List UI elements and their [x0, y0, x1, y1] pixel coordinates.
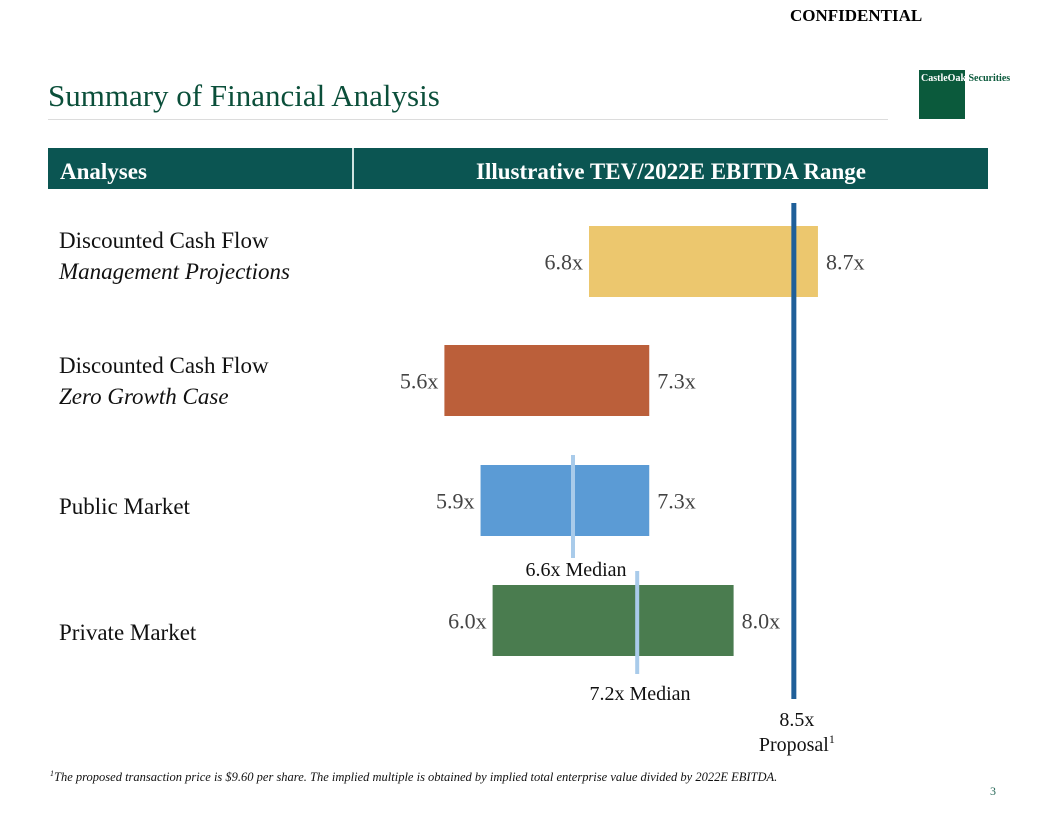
low-value-label: 5.9x	[436, 489, 475, 514]
median-line	[571, 455, 575, 558]
footnote: 1The proposed transaction price is $9.60…	[50, 769, 777, 785]
row-label-sub: Management Projections	[59, 259, 291, 284]
range-bar	[480, 465, 650, 536]
median-label: 6.6x Median	[525, 559, 626, 581]
table-header-bar	[48, 148, 988, 189]
range-bar	[589, 226, 818, 297]
logo-text: CastleOak Securities	[921, 73, 1010, 84]
row-label-dcf-zero-growth: Discounted Cash Flow Zero Growth Case	[59, 350, 269, 412]
range-bar	[492, 585, 734, 656]
median-label: 7.2x Median	[589, 683, 690, 705]
proposal-footnote-marker: 1	[829, 732, 835, 746]
title-divider	[48, 119, 888, 120]
confidential-label: CONFIDENTIAL	[790, 6, 923, 25]
high-value-label: 7.3x	[657, 369, 696, 394]
median-line	[635, 571, 640, 674]
range-bar	[444, 345, 650, 416]
logo-text-securities: Securities	[966, 73, 1011, 84]
row-label-private-market: Private Market	[59, 617, 196, 648]
high-value-label: 8.0x	[742, 609, 781, 634]
row-label-public-market: Public Market	[59, 491, 190, 522]
logo-text-castleoak: CastleOak	[921, 73, 966, 84]
low-value-label: 6.8x	[545, 250, 584, 275]
high-value-label: 8.7x	[826, 250, 865, 275]
footnote-marker: 1	[50, 769, 54, 778]
row-label-main: Private Market	[59, 620, 197, 645]
footnote-text: The proposed transaction price is $9.60 …	[54, 770, 778, 785]
castleoak-logo	[919, 70, 965, 119]
high-value-label: 7.3x	[657, 489, 696, 514]
proposal-value-label: 8.5x	[779, 709, 814, 731]
header-range: Illustrative TEV/2022E EBITDA Range	[476, 159, 866, 184]
page-title: Summary of Financial Analysis	[48, 78, 440, 113]
row-label-dcf-management: Discounted Cash Flow Management Projecti…	[59, 225, 290, 287]
row-label-main: Public Market	[59, 494, 190, 519]
header-divider	[352, 148, 354, 189]
low-value-label: 6.0x	[448, 609, 487, 634]
row-label-sub: Zero Growth Case	[59, 384, 229, 409]
proposal-label-text: Proposal	[759, 734, 829, 756]
low-value-label: 5.6x	[400, 369, 439, 394]
row-label-main: Discounted Cash Flow	[59, 353, 269, 378]
proposal-label: Proposal1	[759, 732, 835, 756]
header-analyses: Analyses	[60, 159, 147, 184]
proposal-line	[791, 203, 797, 699]
row-label-main: Discounted Cash Flow	[59, 228, 269, 253]
page-number: 3	[990, 784, 996, 798]
